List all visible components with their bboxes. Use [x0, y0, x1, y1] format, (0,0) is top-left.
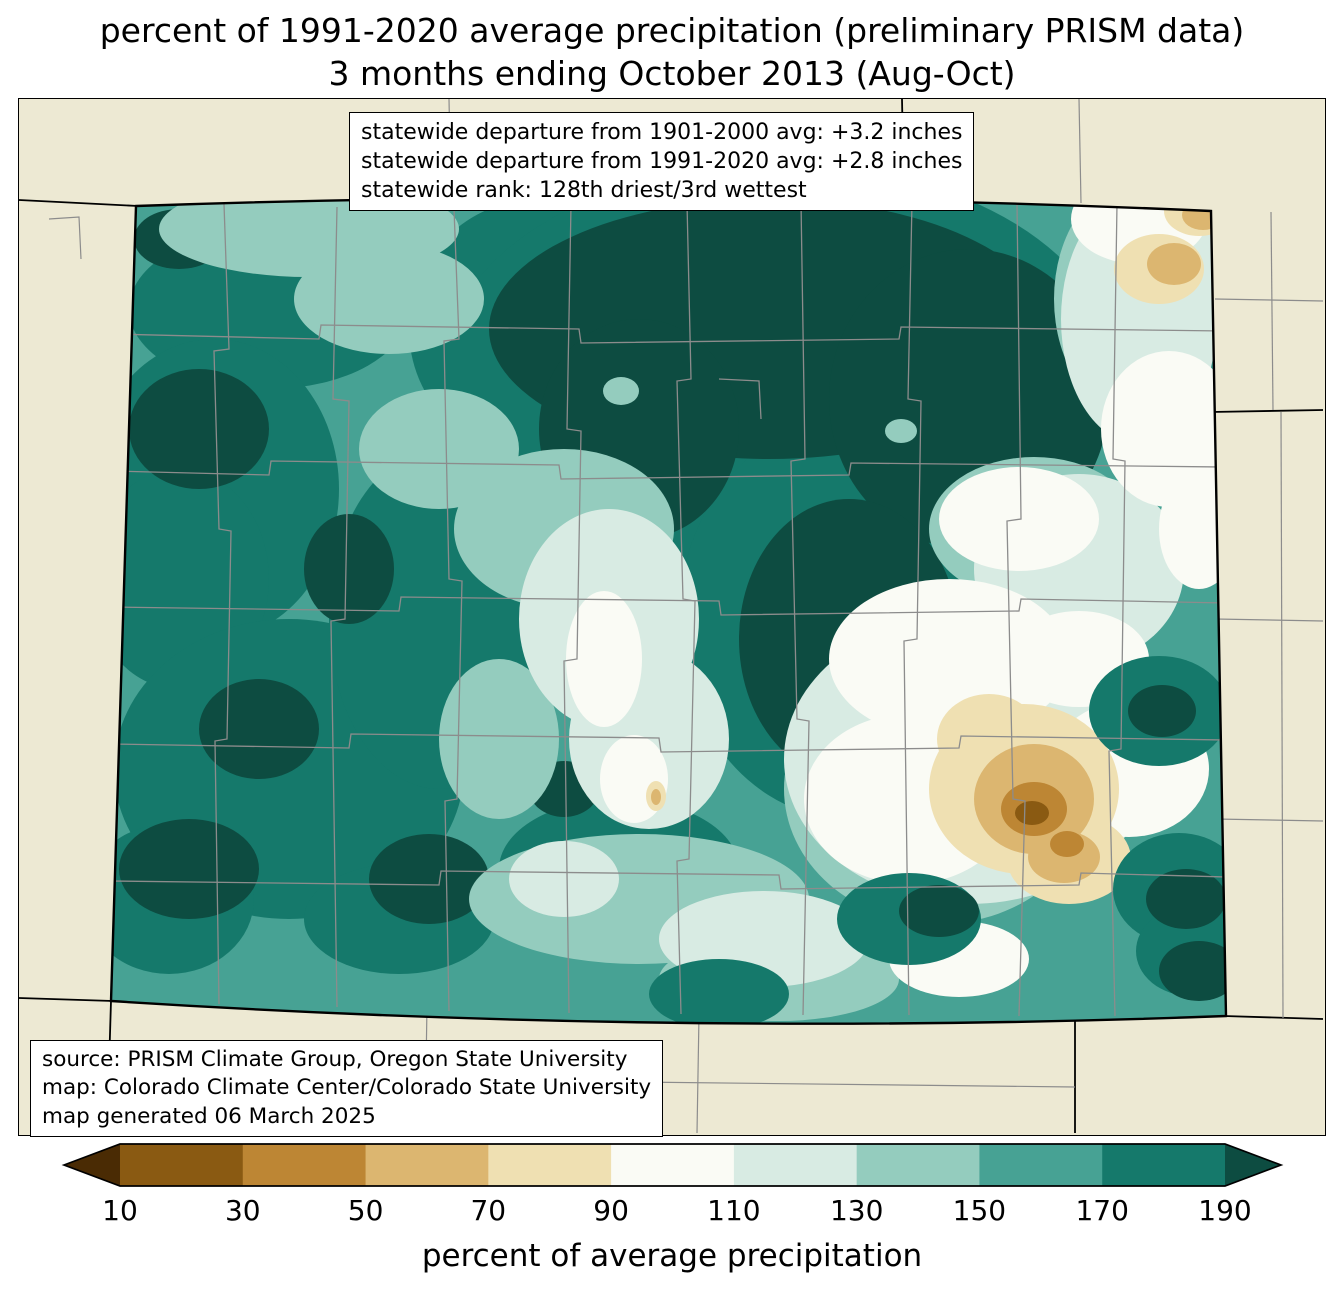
colorbar-tick: 170 — [1075, 1194, 1129, 1227]
colorbar-tick: 90 — [593, 1194, 629, 1227]
colorbar-segment — [733, 1144, 858, 1186]
colorbar-segment — [365, 1144, 490, 1186]
dark-accent-blobs — [649, 656, 1226, 1024]
colorbar-segments — [64, 1144, 1281, 1186]
county-boundaries — [111, 201, 1226, 1017]
colorbar-label: percent of average precipitation — [421, 1238, 923, 1274]
colorbar-tick: 50 — [347, 1194, 384, 1227]
stats-line-3: statewide rank: 128th driest/3rd wettest — [361, 178, 807, 204]
stats-line-2: statewide departure from 1991-2020 avg: … — [361, 149, 963, 175]
colorbar-tick: 30 — [224, 1194, 261, 1227]
band-10-30 — [1015, 801, 1049, 825]
map-title: percent of 1991-2020 average precipitati… — [0, 10, 1344, 96]
source-box: source: PRISM Climate Group, Oregon Stat… — [30, 1040, 664, 1138]
colorbar-outline — [61, 1143, 1284, 1187]
source-line-3: map generated 06 March 2025 — [42, 1103, 376, 1129]
source-line-2: map: Colorado Climate Center/Colorado St… — [42, 1075, 652, 1101]
stats-line-1: statewide departure from 1901-2000 avg: … — [361, 120, 963, 145]
colorbar-tick: 150 — [952, 1194, 1007, 1227]
map-title-line2: 3 months ending October 2013 (Aug-Oct) — [328, 53, 1016, 93]
source-line-1: source: PRISM Climate Group, Oregon Stat… — [42, 1047, 628, 1072]
colorbar-tick: 190 — [1198, 1194, 1252, 1227]
colorbar-segment — [979, 1144, 1103, 1186]
colorbar-segment — [1102, 1144, 1225, 1186]
colorbar-segment — [488, 1144, 612, 1186]
map-title-line1: percent of 1991-2020 average precipitati… — [99, 11, 1245, 50]
colorbar-tick: 10 — [102, 1194, 138, 1227]
colorbar-ticks: 10 30 50 70 90 110 130 150 170 190 — [0, 1194, 1344, 1230]
colorbar-tick: 70 — [470, 1194, 507, 1227]
colorado-precipitation-map — [19, 99, 1323, 1133]
colorbar-left-arrow — [64, 1144, 120, 1186]
colorbar-segment — [120, 1144, 244, 1186]
colorbar-segment — [856, 1144, 981, 1186]
map-frame: statewide departure from 1901-2000 avg: … — [18, 98, 1326, 1138]
colorbar — [61, 1143, 1284, 1187]
colorbar-tick: 130 — [829, 1194, 884, 1227]
stats-box: statewide departure from 1901-2000 avg: … — [349, 112, 975, 212]
colorbar-segment — [242, 1144, 367, 1186]
colorbar-segment — [611, 1144, 735, 1186]
contour-regions — [111, 197, 1226, 1024]
colorbar-tick: 110 — [707, 1194, 761, 1227]
colorbar-right-arrow — [1225, 1144, 1281, 1186]
